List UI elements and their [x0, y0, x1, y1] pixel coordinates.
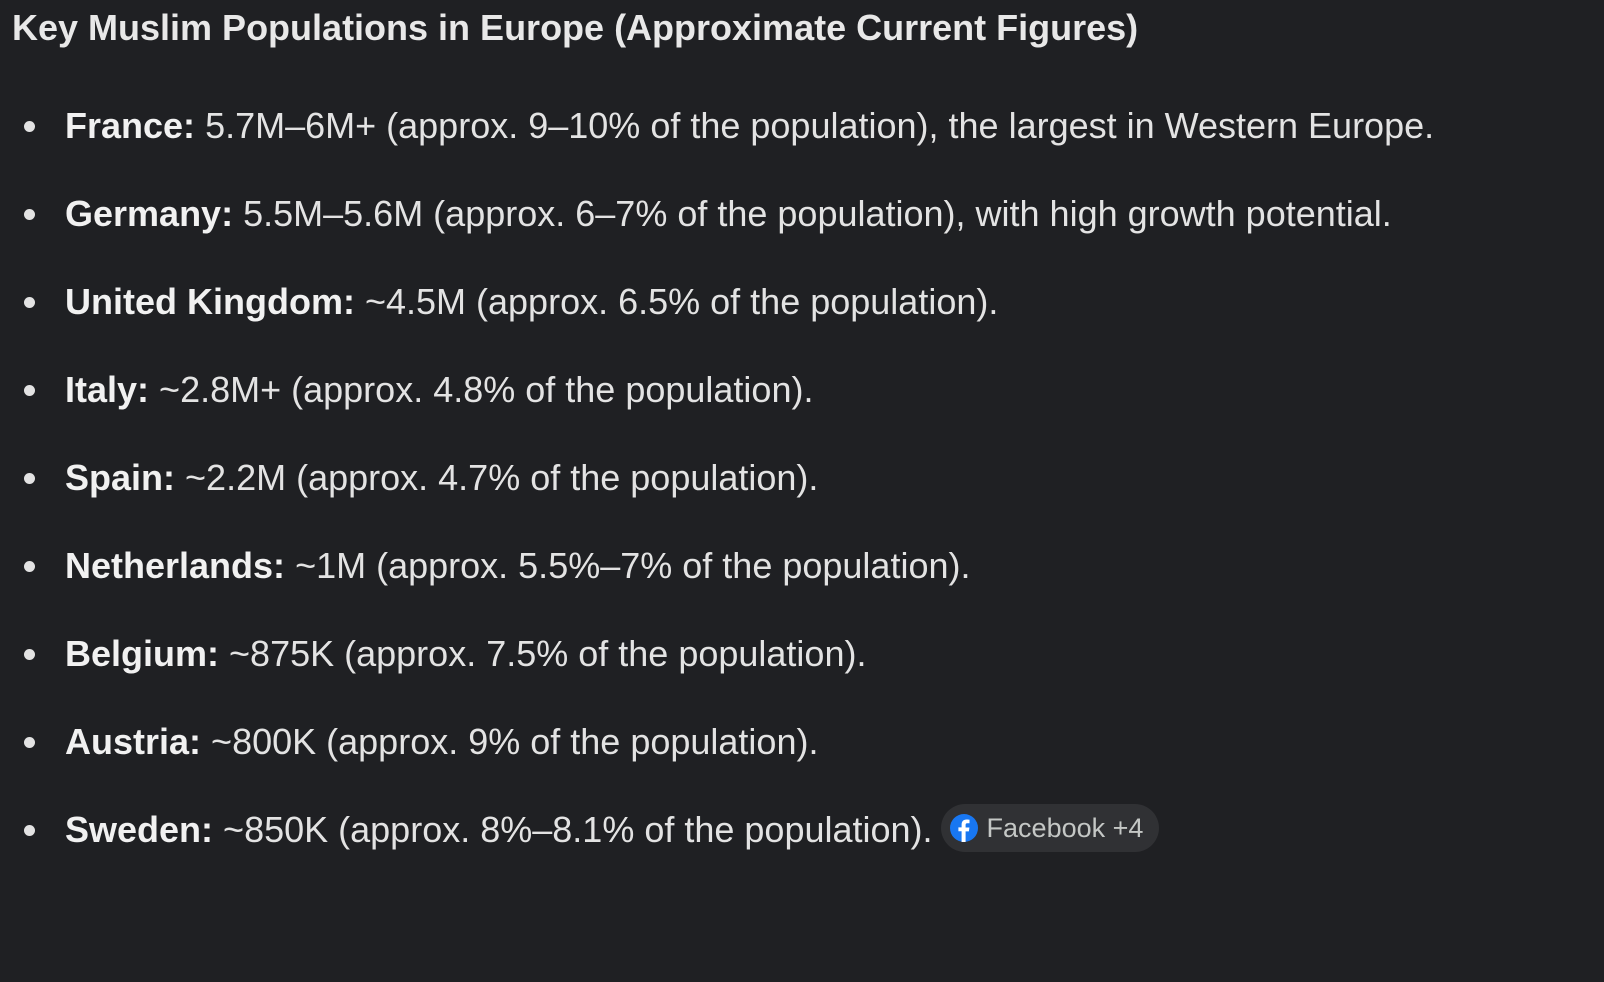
heading: Key Muslim Populations in Europe (Approx… — [12, 7, 1139, 48]
item-label: Spain: — [65, 457, 176, 498]
item-label: Netherlands: — [65, 545, 286, 586]
list-item: France: 5.7M–6M+ (approx. 9–10% of the p… — [24, 96, 1575, 155]
source-chip[interactable]: Facebook +4 — [940, 804, 1160, 853]
list-item: United Kingdom: ~4.5M (approx. 6.5% of t… — [24, 272, 1575, 331]
item-text: 5.7M–6M+ (approx. 9–10% of the populatio… — [205, 105, 1435, 146]
item-label: United Kingdom: — [65, 281, 355, 322]
item-text: ~875K (approx. 7.5% of the population). — [229, 633, 867, 674]
list-item: Austria: ~800K (approx. 9% of the popula… — [24, 712, 1575, 771]
item-text: 5.5M–5.6M (approx. 6–7% of the populatio… — [243, 193, 1392, 234]
list-item: Sweden: ~850K (approx. 8%–8.1% of the po… — [24, 800, 1575, 859]
list-item: Italy: ~2.8M+ (approx. 4.8% of the popul… — [24, 360, 1575, 419]
list-item: Spain: ~2.2M (approx. 4.7% of the popula… — [24, 448, 1575, 507]
item-label: Germany: — [65, 193, 234, 234]
chip-label: Facebook +4 — [986, 812, 1144, 843]
list-item: Germany: 5.5M–5.6M (approx. 6–7% of the … — [24, 184, 1575, 243]
list-item: Belgium: ~875K (approx. 7.5% of the popu… — [24, 624, 1575, 683]
item-label: France: — [65, 105, 196, 146]
list-item: Netherlands: ~1M (approx. 5.5%–7% of the… — [24, 536, 1575, 595]
item-label: Austria: — [65, 721, 202, 762]
item-text: ~1M (approx. 5.5%–7% of the population). — [295, 545, 971, 586]
item-label: Italy: — [65, 369, 150, 410]
item-label: Belgium: — [65, 633, 220, 674]
item-text: ~2.8M+ (approx. 4.8% of the population). — [159, 369, 814, 410]
item-text: ~4.5M (approx. 6.5% of the population). — [364, 281, 999, 322]
item-label: Sweden: — [65, 809, 214, 850]
item-text: ~850K (approx. 8%–8.1% of the population… — [223, 809, 933, 850]
facebook-icon — [949, 814, 978, 843]
item-text: ~800K (approx. 9% of the population). — [211, 721, 819, 762]
item-text: ~2.2M (approx. 4.7% of the population). — [185, 457, 819, 498]
bullet-list: France: 5.7M–6M+ (approx. 9–10% of the p… — [0, 96, 1575, 888]
